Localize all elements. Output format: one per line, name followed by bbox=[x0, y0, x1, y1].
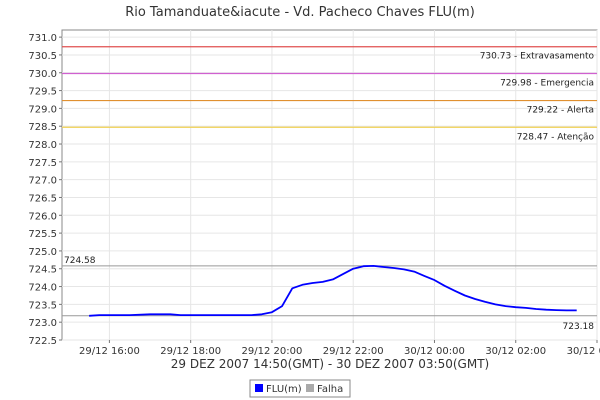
grid bbox=[62, 30, 598, 341]
y-tick-label: 725.0 bbox=[28, 247, 57, 258]
x-axis: 29/12 16:00 29/12 18:00 29/12 20:00 29/12 2… bbox=[79, 340, 600, 357]
x-tick-label: 29/12 18:00 bbox=[160, 346, 221, 357]
x-tick-label: 29/12 20:00 bbox=[242, 346, 303, 357]
y-tick-label: 729.5 bbox=[28, 87, 57, 98]
chart-title: Rio Tamanduate&iacute - Vd. Pacheco Chav… bbox=[125, 5, 475, 20]
y-tick-label: 730.0 bbox=[28, 69, 57, 80]
legend-box bbox=[249, 379, 351, 398]
y-tick-label: 728.5 bbox=[28, 122, 57, 133]
threshold-lines: 730.73 - Extravasamento 729.98 - Emergenc… bbox=[62, 46, 597, 332]
x-tick-label: 30/12 02:00 bbox=[485, 346, 546, 357]
y-tick-label: 727.0 bbox=[28, 176, 57, 187]
series-line-0 bbox=[89, 264, 577, 317]
y-tick-label: 722.5 bbox=[28, 336, 57, 347]
y-tick-label: 731.0 bbox=[28, 33, 57, 44]
y-tick-label: 723.0 bbox=[28, 318, 57, 329]
legend-label-falha: Falha bbox=[317, 384, 343, 395]
y-tick-label: 725.5 bbox=[28, 229, 57, 240]
threshold-label: 730.73 - Extravasamento bbox=[480, 52, 595, 62]
y-tick-label: 730.5 bbox=[28, 51, 57, 62]
y-tick-label: 727.5 bbox=[28, 158, 57, 169]
x-tick-label: 29/12 16:00 bbox=[79, 346, 140, 357]
x-tick-label: 30/12 00:00 bbox=[404, 346, 465, 357]
threshold-label: 729.98 - Emergencia bbox=[500, 78, 594, 88]
threshold-label: 729.22 - Alerta bbox=[527, 106, 594, 116]
min-label: 723.18 bbox=[563, 322, 595, 332]
y-tick-label: 726.0 bbox=[28, 211, 57, 222]
y-tick-label: 726.5 bbox=[28, 193, 57, 204]
x-axis-label: 29 DEZ 2007 14:50(GMT) - 30 DEZ 2007 03:… bbox=[171, 357, 489, 371]
legend: FLU(m) Falha bbox=[249, 379, 351, 398]
x-tick-label: 30/12 04:00 bbox=[567, 346, 600, 357]
threshold-label: 728.47 - Atenção bbox=[517, 132, 595, 142]
y-tick-label: 728.0 bbox=[28, 140, 57, 151]
y-tick-label: 723.5 bbox=[28, 300, 57, 311]
series-lines bbox=[89, 264, 577, 317]
max-label: 724.58 bbox=[64, 256, 96, 266]
legend-swatch-flu bbox=[255, 384, 263, 392]
legend-swatch-falha bbox=[306, 384, 314, 392]
y-tick-label: 724.0 bbox=[28, 283, 57, 294]
x-tick-label: 29/12 22:00 bbox=[323, 346, 384, 357]
legend-label-flu: FLU(m) bbox=[266, 384, 302, 395]
y-tick-label: 729.0 bbox=[28, 104, 57, 115]
y-tick-label: 724.5 bbox=[28, 265, 57, 276]
plot-area bbox=[61, 29, 598, 341]
y-axis: 722.5 723.0 723.5 724.0 724.5 725.0 725.5 726.0… bbox=[28, 33, 62, 347]
